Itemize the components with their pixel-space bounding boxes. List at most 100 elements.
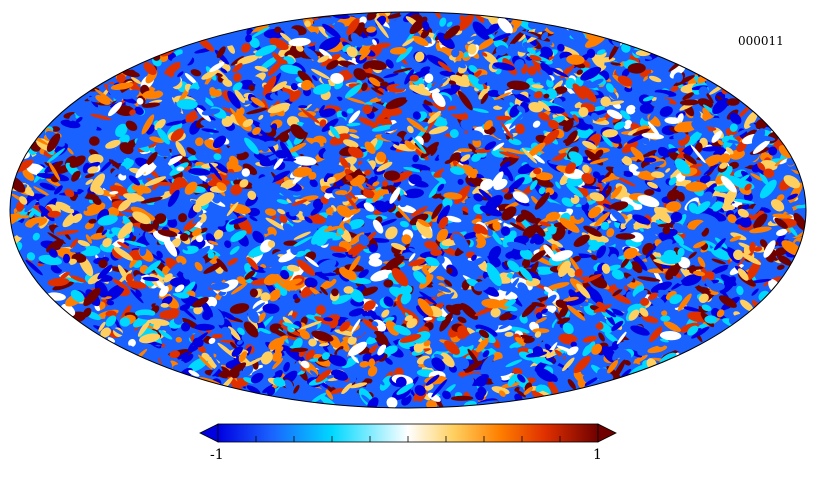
- field-blob: [60, 119, 81, 129]
- field-blob: [491, 386, 510, 395]
- field-blob: [373, 138, 384, 151]
- field-blob: [555, 181, 561, 189]
- field-blob: [666, 189, 681, 201]
- field-blob: [52, 281, 74, 291]
- field-blob: [153, 198, 170, 205]
- field-blob: [454, 185, 471, 205]
- field-blob: [298, 105, 308, 109]
- field-blob: [227, 257, 238, 266]
- field-blob: [776, 264, 785, 270]
- field-blob: [22, 169, 35, 181]
- field-blob: [635, 50, 651, 57]
- field-blob: [502, 148, 525, 155]
- field-blob: [466, 267, 480, 277]
- field-blob: [287, 265, 306, 283]
- field-blob: [508, 326, 530, 334]
- field-blob: [678, 243, 694, 252]
- field-blob: [383, 279, 394, 288]
- field-blob: [349, 133, 360, 139]
- field-blob: [115, 123, 128, 138]
- field-blob: [236, 151, 249, 161]
- field-blob: [604, 332, 619, 344]
- field-blob: [738, 159, 750, 167]
- field-blob: [736, 285, 744, 296]
- field-blob: [246, 385, 261, 395]
- field-blob: [100, 159, 114, 173]
- field-blob: [184, 72, 198, 85]
- field-blob: [422, 103, 433, 113]
- field-blob: [447, 379, 467, 386]
- colorbar-max-label: 1: [593, 447, 602, 463]
- field-blob: [152, 219, 159, 230]
- field-blob: [661, 310, 668, 317]
- field-blob: [248, 340, 260, 346]
- field-blob: [396, 34, 404, 42]
- field-blob: [439, 17, 447, 27]
- field-blob: [750, 173, 764, 182]
- field-blob: [217, 342, 237, 359]
- field-blob: [620, 110, 631, 120]
- field-blob: [198, 213, 207, 223]
- field-blob: [461, 231, 481, 240]
- field-blob: [15, 226, 27, 238]
- field-blob: [427, 132, 443, 148]
- field-blob: [776, 228, 788, 236]
- field-blob: [582, 341, 596, 357]
- map-identifier-label: 000011: [738, 34, 784, 48]
- field-blob: [379, 375, 393, 391]
- field-blob: [457, 178, 464, 185]
- field-blob: [242, 163, 258, 176]
- field-blob: [100, 119, 115, 126]
- field-blob: [247, 207, 260, 217]
- field-blob: [269, 215, 278, 221]
- field-blob: [232, 82, 243, 92]
- field-blob: [107, 206, 120, 218]
- field-blob: [105, 168, 113, 176]
- field-blob: [321, 118, 339, 132]
- field-blob: [657, 146, 670, 158]
- field-blob: [480, 155, 495, 176]
- field-blob: [608, 238, 621, 247]
- field-blob: [546, 78, 554, 88]
- colorbar-min-label: -1: [210, 447, 224, 463]
- field-blob: [334, 329, 357, 337]
- field-blob: [477, 37, 496, 51]
- field-blob: [286, 116, 300, 128]
- field-blob: [658, 272, 667, 279]
- field-blob: [750, 282, 763, 293]
- field-blob: [203, 97, 214, 107]
- colorbar-max-extend: [597, 423, 617, 443]
- field-blob: [644, 188, 655, 196]
- field-blob: [521, 258, 531, 270]
- field-blob: [273, 157, 284, 170]
- field-blob: [615, 176, 636, 187]
- field-blob: [229, 341, 238, 349]
- field-blob: [623, 119, 632, 130]
- field-blob: [681, 239, 699, 245]
- field-blob: [532, 266, 554, 275]
- field-blob: [498, 390, 506, 397]
- field-blob: [360, 286, 378, 297]
- field-blob: [453, 254, 468, 265]
- field-blob: [174, 101, 182, 113]
- field-blob: [780, 201, 794, 214]
- field-blob: [62, 277, 84, 284]
- field-blob: [267, 226, 277, 237]
- field-blob: [775, 247, 787, 256]
- field-blob: [166, 217, 178, 228]
- field-blob: [196, 235, 204, 243]
- field-blob: [320, 53, 341, 67]
- field-blob: [535, 317, 547, 324]
- field-blob: [527, 47, 536, 55]
- field-blob: [684, 130, 703, 149]
- field-blob: [403, 166, 425, 173]
- field-blob: [284, 347, 305, 363]
- field-blob: [322, 345, 329, 353]
- field-blob: [759, 239, 768, 248]
- field-blob: [90, 113, 112, 121]
- field-blob: [367, 366, 378, 377]
- noise-field: [10, 12, 806, 408]
- field-blob: [534, 300, 548, 316]
